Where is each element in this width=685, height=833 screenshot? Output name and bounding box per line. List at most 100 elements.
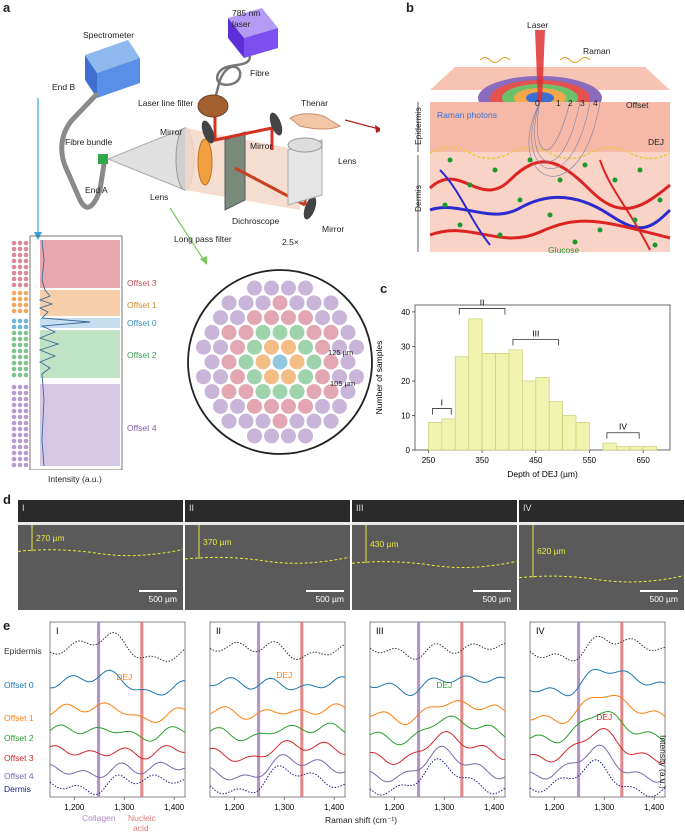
fibre-dot <box>17 426 23 432</box>
fibre-core <box>298 310 313 326</box>
hist-group-bracket <box>512 339 560 346</box>
end-a-label: End A <box>85 185 108 195</box>
oct-texture <box>185 500 350 610</box>
collagen-band <box>257 622 261 797</box>
fibre-core <box>230 369 245 385</box>
spectra-subpanel-frame <box>369 621 506 798</box>
fibre-dot <box>23 246 29 252</box>
glucose-dot <box>572 239 578 245</box>
glucose-dot <box>597 227 603 233</box>
fibre-core <box>281 398 296 414</box>
oct-image: I 270 µm 500 µm <box>18 500 183 610</box>
oct-tissue <box>519 525 684 610</box>
spectrum-line <box>49 631 186 662</box>
fibre-dot <box>17 396 23 402</box>
spectra-xtick-label: 1,200 <box>544 803 565 812</box>
fibre-dot <box>17 402 23 408</box>
raman-spectra-panel: I DEJ 1,200 1,300 1,400 II DEJ 1,200 1,300 1,400 I… <box>49 621 666 812</box>
fibre-dot <box>23 426 29 432</box>
magnification-label: 2.5× <box>282 237 299 247</box>
oct-roman-label: III <box>356 503 364 513</box>
fibre-core <box>306 354 322 370</box>
e-nucleic-label-2: acid <box>133 823 149 833</box>
fibre-dot <box>11 414 17 420</box>
fibre-dot <box>23 282 29 288</box>
oct-dej-line <box>185 556 350 564</box>
fibre-core <box>204 384 220 400</box>
panel-d-letter: d <box>3 492 11 507</box>
b-raman-photons-label: Raman photons <box>437 110 498 120</box>
glucose-dot <box>447 157 453 163</box>
fibre-dot <box>11 390 17 396</box>
hist-xtick-label: 350 <box>475 456 489 465</box>
b-offset-num-2: 2 <box>568 98 573 108</box>
fibre-core <box>238 384 254 400</box>
fibre-dot <box>17 384 23 390</box>
fibre-dot <box>11 354 17 360</box>
hist-bar <box>495 352 510 451</box>
fibre-core <box>332 398 347 414</box>
fibre-core <box>238 413 254 429</box>
fibre-dot <box>23 276 29 282</box>
dej-label: DEJ <box>276 670 292 680</box>
fibre-dot <box>11 270 17 276</box>
fibre-dot <box>17 240 23 246</box>
spectra-xtick-label: 1,300 <box>274 803 295 812</box>
spectrum-line <box>529 695 666 724</box>
spectrometer-box <box>85 40 140 98</box>
oct-surface <box>352 522 517 525</box>
fibre-core <box>306 324 322 340</box>
hist-bar <box>481 352 496 451</box>
fibre-dot <box>11 252 17 258</box>
fibre-dot <box>17 462 23 468</box>
fibre-bundle-cross-section <box>187 269 373 455</box>
fibre-dot <box>23 360 29 366</box>
fibre-dot <box>11 396 17 402</box>
spectrum-line <box>49 702 186 723</box>
fibre-core <box>272 295 288 311</box>
b-epidermis-label: Epidermis <box>413 107 423 145</box>
fibre-dot <box>23 402 29 408</box>
fibre-dot <box>17 296 23 302</box>
fibre-core <box>247 310 262 326</box>
nucleic-acid-band <box>620 622 624 797</box>
fibre-core <box>323 324 339 340</box>
spectra-row-label: Offset 2 <box>4 733 34 743</box>
spectrum-offset-4-label: Offset 4 <box>127 423 157 433</box>
spectrum-line <box>49 774 186 796</box>
fibre-dot <box>17 444 23 450</box>
fibre-core <box>315 369 330 385</box>
fibre-dot <box>17 290 23 296</box>
spectra-xtick-label: 1,200 <box>224 803 245 812</box>
fibre-dot <box>23 372 29 378</box>
fibre-dot <box>23 396 29 402</box>
fibre-core <box>298 339 313 355</box>
end-b-label: End B <box>52 82 76 92</box>
panel-e-letter: e <box>3 618 11 633</box>
spectrum-line <box>209 765 346 795</box>
panel-c-letter: c <box>380 281 388 296</box>
fibre-core <box>221 384 237 400</box>
dej-label: DEJ <box>116 672 132 682</box>
fibre-core <box>238 354 254 370</box>
hist-ytick-label: 0 <box>406 446 411 455</box>
spectrum-offset-2-label: Offset 2 <box>127 350 157 360</box>
oct-surface <box>18 522 183 525</box>
fibre-dot <box>17 408 23 414</box>
spectrum-line <box>209 722 346 742</box>
fibre-core <box>332 339 347 355</box>
glucose-dot <box>517 197 523 203</box>
hist-bar <box>522 380 537 451</box>
fibre-bundle-label: Fibre bundle <box>65 137 113 147</box>
fibre-dot <box>17 258 23 264</box>
fibre-core <box>264 339 279 355</box>
fibre-dot <box>17 372 23 378</box>
fibre-dot <box>11 462 17 468</box>
spectra-xtick-label: 1,400 <box>164 803 185 812</box>
fibre-dot <box>17 276 23 282</box>
b-laser-label: Laser <box>527 20 549 30</box>
fibre-dot <box>11 408 17 414</box>
fibre-core <box>221 354 237 370</box>
spectra-subpanel-frame <box>529 621 666 798</box>
fibre-core <box>272 354 288 370</box>
